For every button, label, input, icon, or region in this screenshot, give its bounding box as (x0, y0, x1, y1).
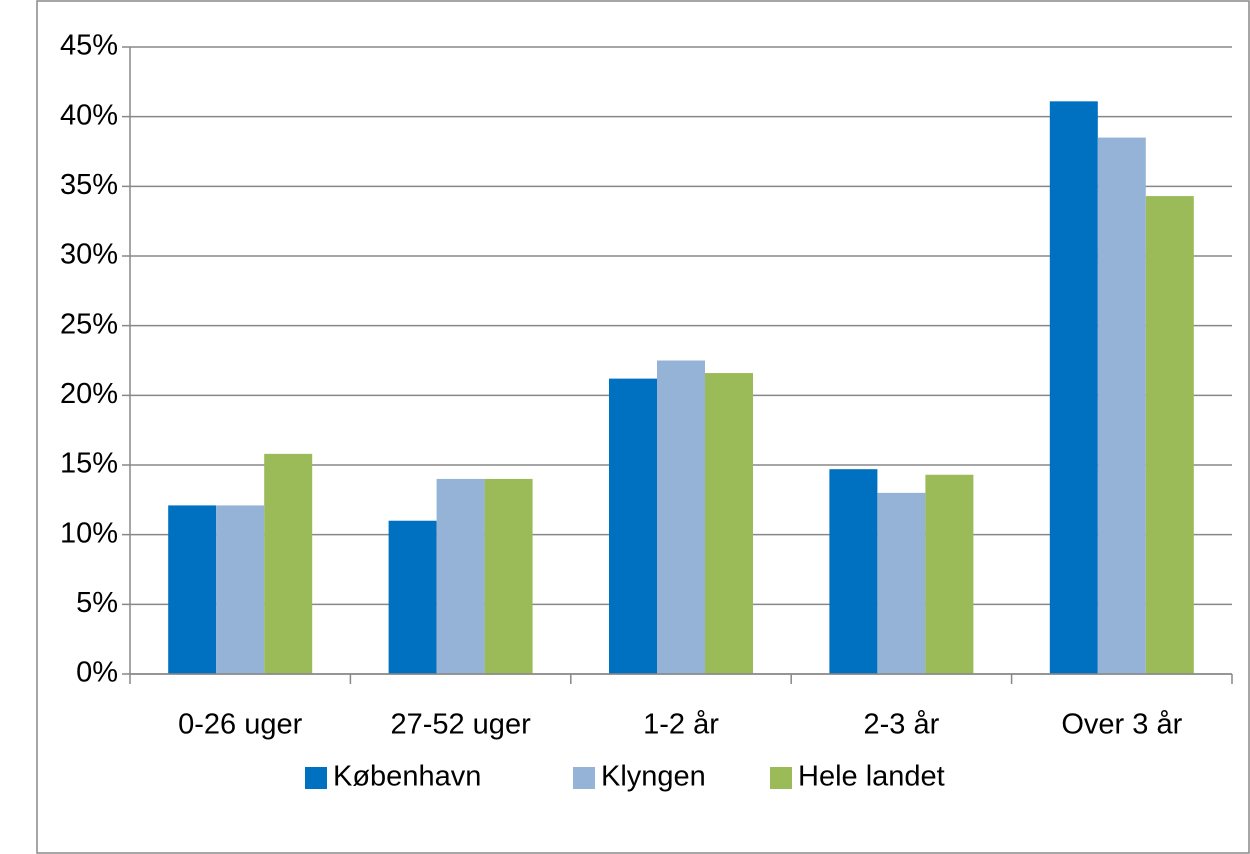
y-tick-label: 40% (60, 99, 118, 131)
bar (829, 469, 878, 674)
y-tick-label: 25% (60, 308, 118, 340)
legend-swatch (305, 767, 327, 789)
legend-swatch (573, 767, 595, 789)
y-tick-label: 35% (60, 169, 118, 201)
bar (264, 453, 313, 674)
bar (168, 505, 217, 674)
x-tick-label: 27-52 uger (390, 709, 531, 741)
y-tick-label: 30% (60, 239, 118, 271)
x-tick-label: Over 3 år (1061, 709, 1182, 741)
bar (877, 492, 926, 674)
x-tick-label: 2-3 år (864, 709, 940, 741)
bar (657, 360, 705, 674)
legend-label: Hele landet (798, 761, 945, 793)
bar (925, 474, 974, 674)
legend-label: København (333, 761, 481, 793)
x-tick-label: 0-26 uger (178, 709, 302, 741)
y-tick-label: 0% (76, 657, 118, 689)
bar (1049, 101, 1098, 675)
legend-label: Klyngen (601, 761, 706, 793)
y-tick-label: 45% (60, 30, 118, 62)
legend-swatch (770, 767, 792, 789)
bar (388, 520, 437, 674)
y-tick-label: 15% (60, 448, 118, 480)
bar (1097, 137, 1146, 675)
bar (216, 505, 265, 674)
bar (436, 478, 485, 674)
bar (705, 373, 753, 674)
bar (609, 378, 657, 674)
y-tick-label: 10% (60, 517, 118, 549)
bar (484, 478, 533, 674)
bar (1145, 196, 1194, 674)
y-tick-label: 20% (60, 378, 118, 410)
y-tick-label: 5% (76, 587, 118, 619)
x-tick-label: 1-2 år (643, 709, 719, 741)
